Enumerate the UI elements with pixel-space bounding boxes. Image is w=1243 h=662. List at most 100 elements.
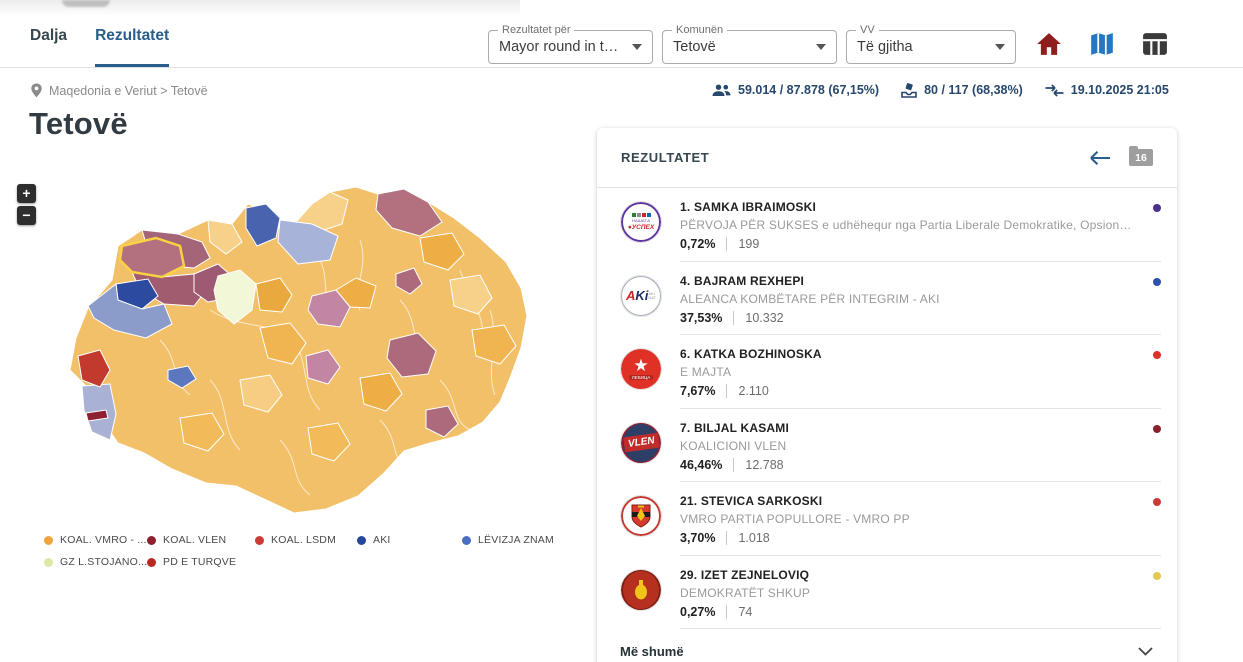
party-logo: AKi AKI NAT: [620, 274, 662, 317]
map-legend: KOAL. VMRO - ... KOAL. VLEN KOAL. LSDM A…: [44, 534, 584, 568]
header-icons: [1036, 31, 1168, 57]
party-logo: VLEN: [620, 421, 662, 464]
results-panel-title: REZULTATET: [621, 150, 710, 165]
map-zoom-controls: + −: [17, 184, 36, 225]
legend-label: KOAL. LSDM: [271, 534, 337, 546]
chevron-down-icon: [995, 44, 1005, 50]
zoom-in-button[interactable]: +: [17, 184, 36, 203]
back-arrow-icon[interactable]: [1089, 150, 1111, 166]
results-panel: REZULTATET 16 НАШАТА ●УСПЕХ 1. SAMKA IBR…: [597, 128, 1177, 662]
chevron-down-icon: [816, 44, 826, 50]
candidate-percent: 3,70%: [680, 531, 716, 545]
results-panel-header: REZULTATET 16: [597, 128, 1177, 188]
map-icon[interactable]: [1089, 31, 1115, 57]
candidate-row[interactable]: 21. STEVICA SARKOSKI VMRO PARTIA POPULLO…: [597, 482, 1177, 556]
zoom-out-button[interactable]: −: [17, 206, 36, 225]
legend-item: LËVIZJA ZNAM: [462, 534, 584, 546]
breadcrumb-path: Maqedonia e Veriut > Tetovë: [49, 83, 208, 98]
legend-item: PD E TURQVE: [147, 556, 255, 568]
sync-arrows-icon: [1045, 83, 1064, 97]
tab-dalja[interactable]: Dalja: [30, 27, 68, 44]
show-more-button[interactable]: Më shumë: [597, 629, 1177, 662]
candidate-name: 4. BAJRAM REXHEPI: [680, 273, 805, 288]
home-icon[interactable]: [1036, 31, 1062, 57]
candidate-name: 6. KATKA BOZHINOSKA: [680, 347, 822, 361]
candidate-percent: 46,46%: [680, 457, 723, 472]
candidate-percent: 0,27%: [680, 604, 716, 619]
party-logo: [620, 495, 662, 537]
select-label: VV: [856, 24, 879, 36]
vv-select[interactable]: VV Të gjitha: [846, 24, 1016, 64]
select-value: Tetovë: [673, 39, 716, 55]
legend-color-dot: [44, 557, 53, 567]
chevron-down-icon: [1138, 646, 1153, 656]
chevron-down-icon: [632, 44, 642, 50]
candidate-votes: 12.788: [733, 457, 784, 472]
partial-logo: [62, 0, 110, 7]
top-gradient: [0, 0, 520, 16]
results-for-select[interactable]: Rezultatet për Mayor round in the ...: [488, 24, 653, 64]
candidate-row[interactable]: ★ ЛЕВИЦА 6. KATKA BOZHINOSKA E MAJTA 7,6…: [597, 335, 1177, 409]
select-label: Rezultatet për: [498, 24, 575, 36]
candidate-party: PËRVOJA PËR SUKSES e udhëhequr nga Parti…: [680, 218, 1132, 232]
legend-item: AKI: [357, 534, 462, 546]
candidate-row[interactable]: VLEN 7. BILJAL KASAMI KOALICIONI VLEN 46…: [597, 409, 1177, 483]
candidate-party: E MAJTA: [680, 365, 732, 379]
candidate-votes: 10.332: [733, 310, 784, 325]
legend-color-dot: [44, 535, 53, 545]
legend-color-dot: [147, 535, 156, 545]
table-icon[interactable]: [1142, 31, 1168, 57]
legend-color-dot: [357, 535, 366, 545]
candidate-votes: 199: [726, 237, 759, 251]
select-value: Mayor round in the ...: [499, 39, 622, 55]
candidate-name: 1. SAMKA IBRAIMOSKI: [680, 200, 817, 214]
municipality-select[interactable]: Komunën Tetovë: [662, 24, 837, 64]
legend-color-dot: [462, 535, 471, 545]
candidate-color-dot: [1153, 277, 1161, 286]
party-logo: [620, 568, 662, 611]
show-more-label: Më shumë: [620, 643, 684, 659]
candidate-party: KOALICIONI VLEN: [680, 438, 787, 453]
candidate-row[interactable]: 29. IZET ZEJNELOVIQ DEMOKRATËT SHKUP 0,2…: [597, 556, 1177, 630]
candidate-row[interactable]: AKi AKI NAT 4. BAJRAM REXHEPI ALEANCA KOMB…: [597, 262, 1177, 336]
main-tabs: Dalja Rezultatet: [30, 21, 170, 67]
voters-icon: [712, 84, 731, 96]
choropleth-map[interactable]: [60, 180, 580, 520]
candidate-name: 7. BILJAL KASAMI: [680, 420, 789, 435]
filter-bar: Rezultatet për Mayor round in the ... Ko…: [488, 24, 1016, 64]
candidate-votes: 1.018: [726, 531, 770, 545]
legend-label: LËVIZJA ZNAM: [478, 534, 554, 546]
legend-color-dot: [255, 535, 264, 545]
legend-item: KOAL. VMRO - ...: [44, 534, 147, 546]
polling-stations-value: 80 / 117 (68,38%): [924, 83, 1023, 97]
legend-label: KOAL. VMRO - ...: [60, 534, 147, 546]
legend-item: KOAL. VLEN: [147, 534, 255, 546]
last-updated-stat: 19.10.2025 21:05: [1045, 83, 1169, 97]
legend-label: GZ L.STOJANO...: [60, 556, 147, 568]
candidate-party: ALEANCA KOMBËTARE PËR INTEGRIM - AKI: [680, 291, 940, 306]
candidate-color-dot: [1153, 498, 1161, 506]
candidate-percent: 7,67%: [680, 384, 716, 398]
legend-item: KOAL. LSDM: [255, 534, 357, 546]
last-updated-value: 19.10.2025 21:05: [1070, 83, 1169, 97]
candidate-party: DEMOKRATËT SHKUP: [680, 585, 811, 600]
legend-label: KOAL. VLEN: [163, 534, 227, 546]
candidate-color-dot: [1153, 351, 1161, 359]
candidate-color-dot: [1153, 204, 1161, 212]
candidate-list: НАШАТА ●УСПЕХ 1. SAMKA IBRAIMOSKI PËRVOJ…: [597, 188, 1177, 629]
candidate-color-dot: [1153, 424, 1161, 433]
legend-item: GZ L.STOJANO...: [44, 556, 147, 568]
app-header: Dalja Rezultatet Rezultatet për Mayor ro…: [0, 0, 1243, 68]
candidate-name: 29. IZET ZEJNELOVIQ: [680, 567, 810, 582]
party-logo: ★ ЛЕВИЦА: [620, 348, 662, 390]
tab-rezultatet[interactable]: Rezultatet: [95, 21, 170, 67]
candidate-name: 21. STEVICA SARKOSKI: [680, 494, 823, 508]
candidate-percent: 37,53%: [680, 310, 723, 325]
polling-stations-stat: 80 / 117 (68,38%): [901, 82, 1023, 98]
voter-turnout-value: 59.014 / 87.878 (67,15%): [738, 83, 880, 97]
page-title: Tetovë: [29, 106, 128, 141]
ballot-count-badge[interactable]: 16: [1129, 146, 1153, 166]
select-label: Komunën: [672, 24, 728, 36]
candidate-row[interactable]: НАШАТА ●УСПЕХ 1. SAMKA IBRAIMOSKI PËRVOJ…: [597, 188, 1177, 262]
legend-label: PD E TURQVE: [163, 556, 237, 568]
